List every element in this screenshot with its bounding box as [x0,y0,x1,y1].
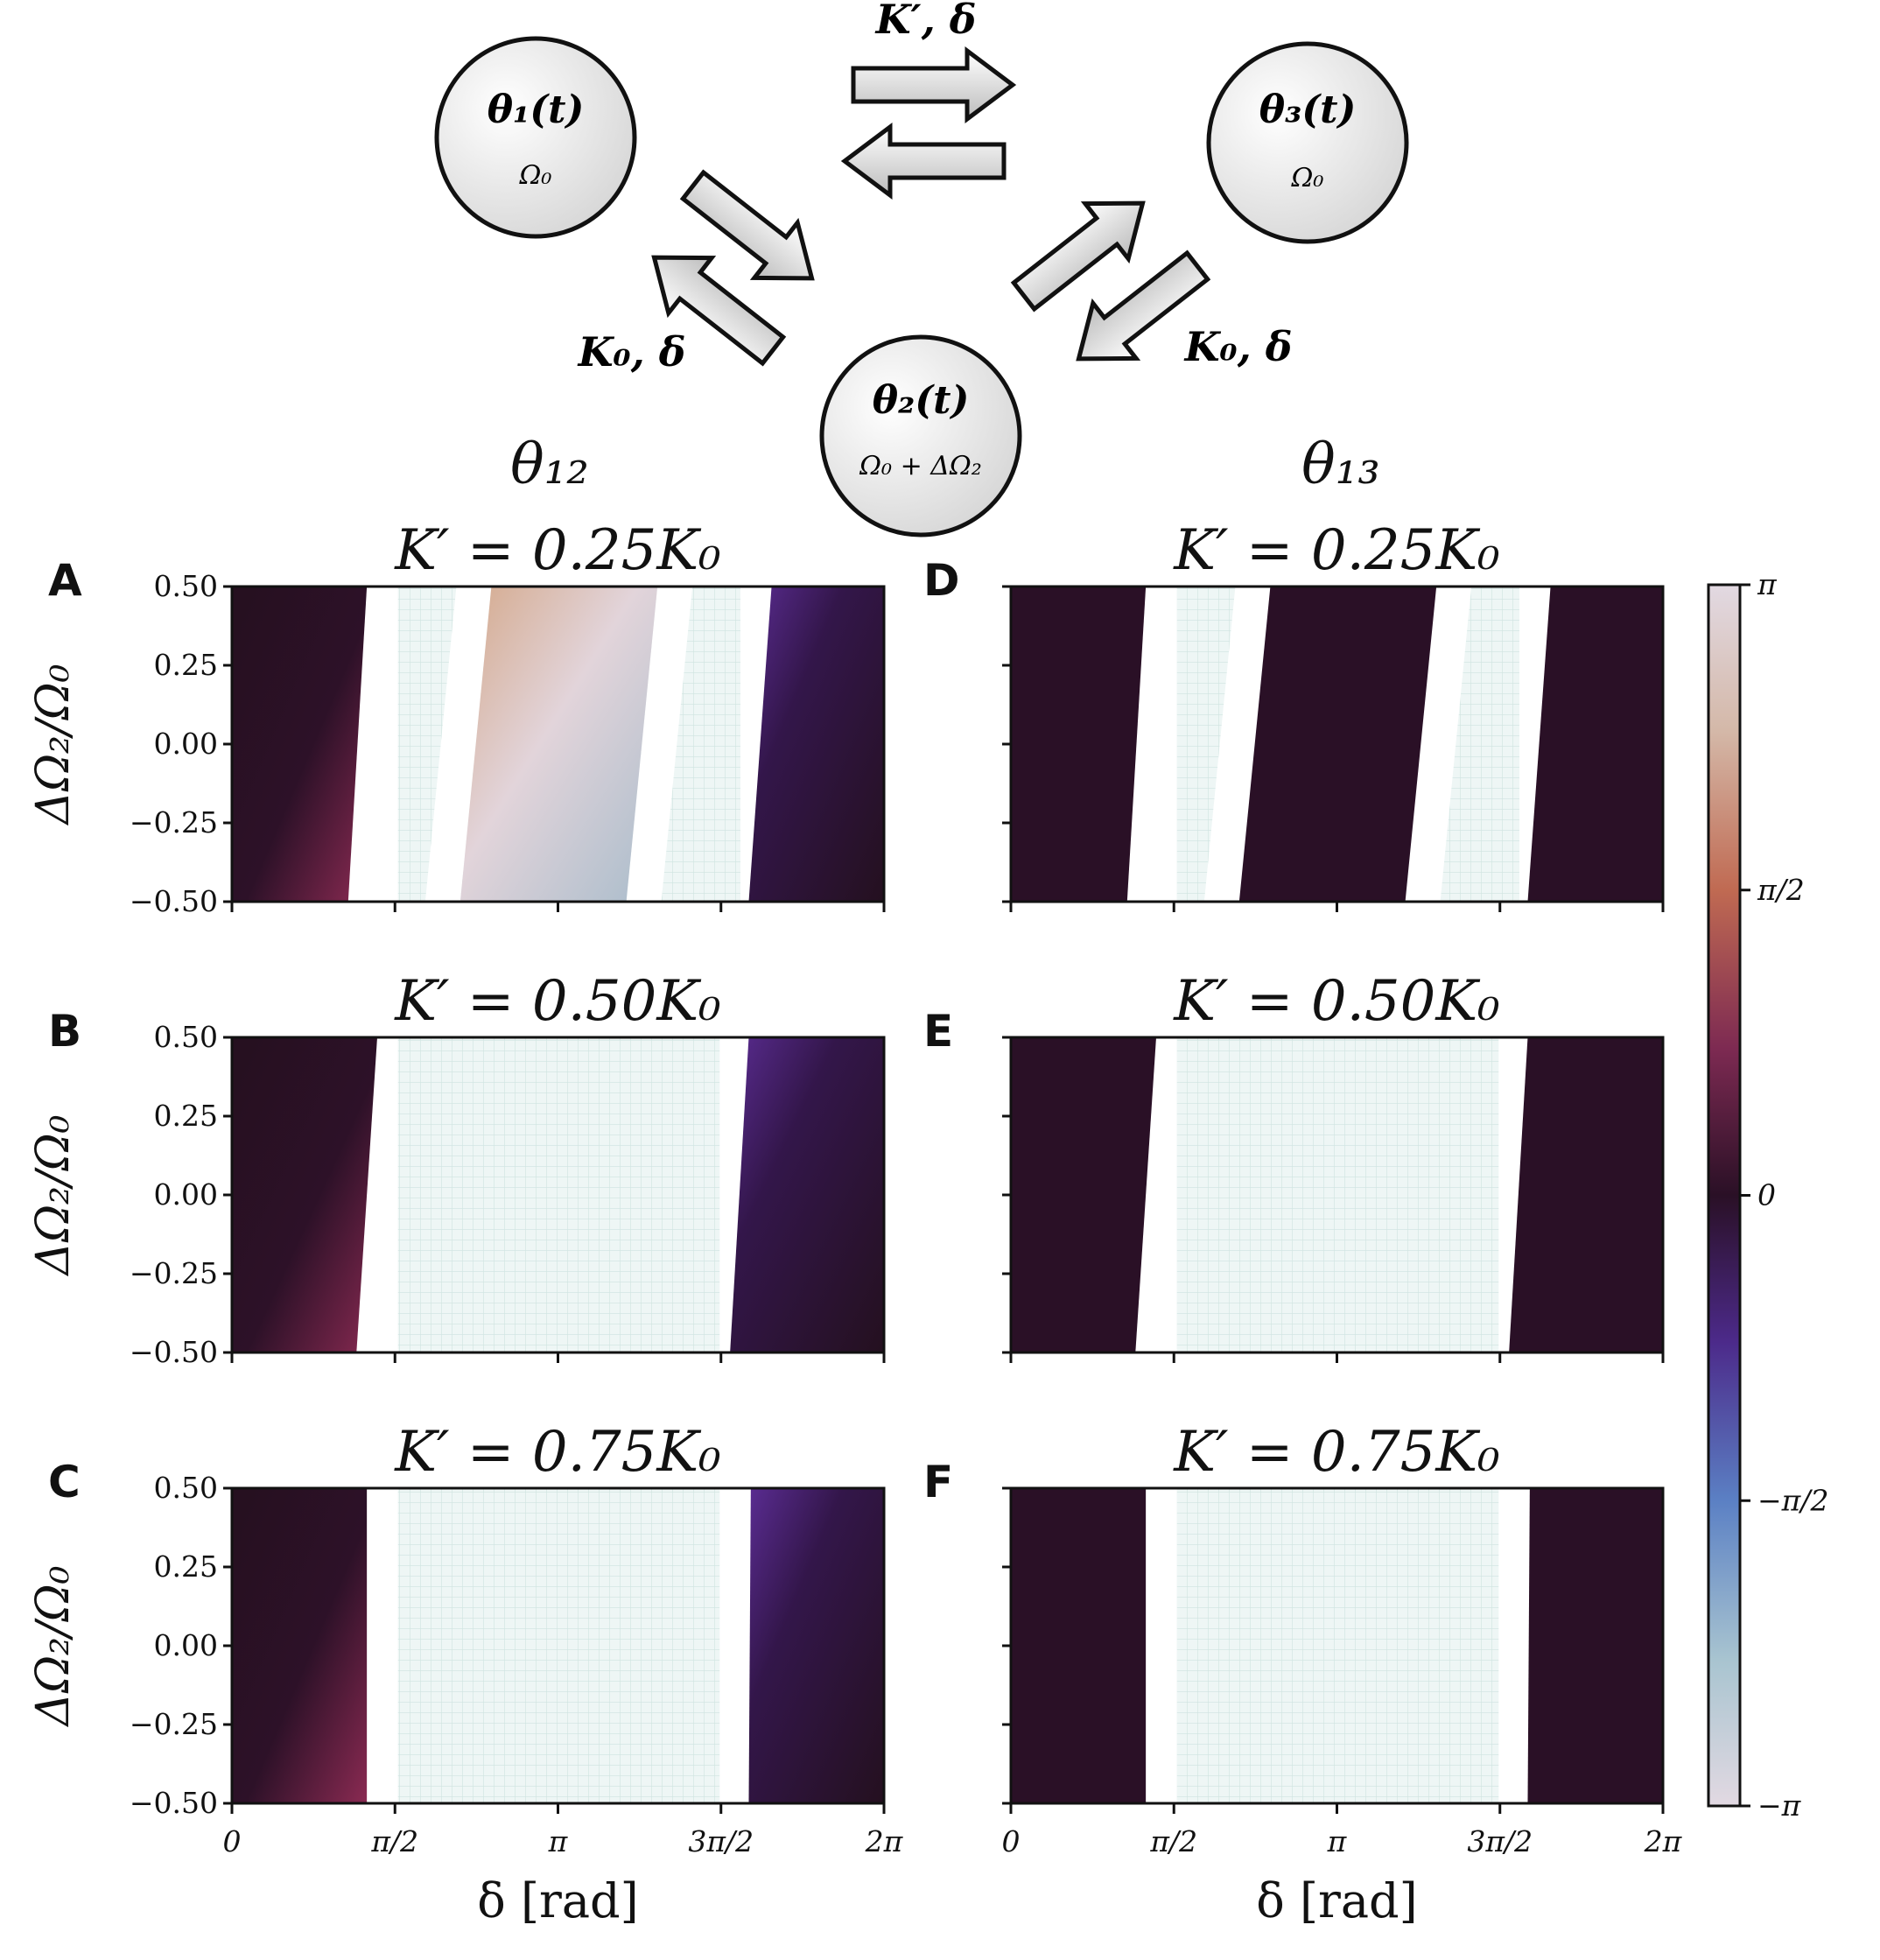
arrow-2-to-1 [651,255,787,367]
panel-title: K′ = 0.25K₀ [394,518,721,583]
node-theta3-sub: Ω₀ [1291,163,1324,193]
panel-title: K′ = 0.75K₀ [1173,1420,1500,1485]
node-theta1: θ₁(t) Ω₀ [434,36,637,239]
dark-region-right [1527,1488,1663,1803]
x-tick-label: π [1327,1824,1348,1858]
nosync-gap-right [626,587,693,902]
y-tick-label: −0.50 [130,1335,218,1369]
nosync-gap-left [1203,587,1271,902]
panel-D: K′ = 0.25K₀ D [923,518,1665,912]
panel-C: 0.50 0.25 0.00 −0.25 −0.500 π/2 π 3π/2 2π K′ = 0.… [27,1420,904,1928]
y-tick-label: 0.25 [154,1549,218,1584]
panel-letter: C [48,1457,81,1507]
panel-title: K′ = 0.50K₀ [1173,969,1500,1034]
colorbar-tick-label: −π/2 [1757,1483,1828,1517]
y-tick-label: 0.00 [154,1177,218,1212]
dark-region-right [1527,587,1663,902]
heatmap-panels: 0.50 0.25 0.00 −0.25 −0.50 K′ = 0.25K₀ A ΔΩ₂/Ω₀… [27,518,1683,1928]
y-axis-label: ΔΩ₂/Ω₀ [27,1565,80,1727]
nosync-gap-left [424,587,492,902]
x-tick-label: 0 [1002,1824,1021,1858]
y-tick-label: 0.50 [154,1471,218,1505]
node-theta1-sub: Ω₀ [519,160,552,191]
y-tick-label: 0.25 [154,1099,218,1133]
colorbar-tick-label: π [1757,567,1778,601]
panel-title: K′ = 0.75K₀ [394,1420,721,1485]
node-theta1-label: θ₁(t) [488,88,585,132]
dark-region-left [232,587,368,902]
y-tick-label: 0.00 [154,1628,218,1662]
node-theta3: θ₃(t) Ω₀ [1206,41,1409,244]
node-theta2: θ₂(t) Ω₀ + ΔΩ₂ [819,334,1022,537]
x-tick-label: 3π/2 [688,1824,754,1858]
dark-region-left [1011,1037,1156,1352]
node-theta2-sub: Ω₀ + ΔΩ₂ [859,451,982,481]
colorbar-tick-label: π/2 [1757,873,1805,907]
colorbar-tick-label: −π [1757,1788,1802,1823]
x-tick-label: 3π/2 [1467,1824,1533,1858]
dark-region-right [730,1037,884,1352]
panel-E: K′ = 0.50K₀ E [923,969,1665,1363]
panel-letter: B [48,1006,81,1057]
dark-region-left [1011,587,1147,902]
edge-label-top: K′, δ [874,0,977,43]
edge-label-right: K₀, δ [1183,323,1293,370]
panel-B: 0.50 0.25 0.00 −0.25 −0.50 K′ = 0.50K₀ B ΔΩ₂/Ω₀ [27,969,886,1369]
panel-F: 0 π/2 π 3π/2 2π K′ = 0.75K₀ Fδ [rad] [923,1420,1683,1928]
network-diagram: θ₁(t) Ω₀ θ₃(t) Ω₀ θ₂(t) Ω₀ + ΔΩ₂ [434,0,1409,537]
panel-A: 0.50 0.25 0.00 −0.25 −0.50 K′ = 0.25K₀ A ΔΩ₂/Ω₀ [27,518,886,918]
panel-letter: E [923,1006,953,1057]
dark-region-right [1509,1037,1663,1352]
colorbar-gradient [1707,583,1742,1808]
panel-letter: A [48,555,82,606]
panel-title: K′ = 0.50K₀ [394,969,721,1034]
x-axis-label: δ [rad] [1256,1873,1417,1928]
nosync-gap-right [1405,587,1472,902]
x-tick-label: π/2 [1149,1824,1197,1858]
y-tick-label: −0.50 [130,1786,218,1820]
arrow-1-to-3 [851,46,1017,123]
y-axis-label: ΔΩ₂/Ω₀ [27,664,80,825]
y-tick-label: 0.00 [154,727,218,761]
dark-region-left [232,1488,368,1803]
panel-letter: D [923,555,960,606]
middle-band [459,587,658,902]
arrow-3-to-2 [1076,249,1211,362]
y-axis-label: ΔΩ₂/Ω₀ [27,1114,80,1276]
node-theta2-label: θ₂(t) [873,378,970,423]
arrow-1-to-2 [679,169,815,281]
column-title-theta12: θ₁₂ [510,432,589,497]
x-tick-label: 2π [865,1824,904,1858]
colorbar: π π/2 0 −π/2 −π [1707,567,1828,1823]
y-tick-label: 0.50 [154,1020,218,1054]
arrow-2-to-3 [1010,200,1146,313]
y-tick-label: −0.25 [130,1707,218,1741]
panel-letter: F [923,1457,953,1507]
x-tick-label: π/2 [370,1824,418,1858]
x-tick-label: 0 [223,1824,242,1858]
node-theta3-label: θ₃(t) [1259,88,1357,132]
y-tick-label: 0.25 [154,648,218,682]
dark-region-right [748,587,884,902]
x-tick-label: 2π [1644,1824,1683,1858]
edge-label-left: K₀, δ [577,328,686,376]
x-axis-label: δ [rad] [477,1873,638,1928]
colorbar-ticks: π π/2 0 −π/2 −π [1740,567,1828,1823]
colorbar-tick-label: 0 [1757,1178,1776,1212]
panel-title: K′ = 0.25K₀ [1173,518,1500,583]
y-tick-label: 0.50 [154,569,218,603]
dark-region-right [748,1488,884,1803]
column-title-theta13: θ₁₃ [1301,432,1380,497]
y-tick-label: −0.25 [130,1256,218,1290]
y-tick-label: −0.25 [130,805,218,839]
arrow-3-to-1 [840,123,1007,200]
middle-band [1238,587,1437,902]
dark-region-left [232,1037,377,1352]
y-tick-label: −0.50 [130,884,218,918]
x-tick-label: π [548,1824,569,1858]
dark-region-left [1011,1488,1147,1803]
